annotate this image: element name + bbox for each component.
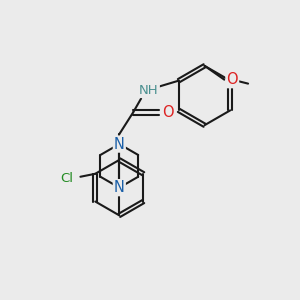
Text: NH: NH <box>139 84 159 97</box>
Text: O: O <box>226 72 238 87</box>
Text: O: O <box>162 105 174 120</box>
Text: N: N <box>114 180 125 195</box>
Text: N: N <box>114 136 125 152</box>
Text: Cl: Cl <box>61 172 74 185</box>
